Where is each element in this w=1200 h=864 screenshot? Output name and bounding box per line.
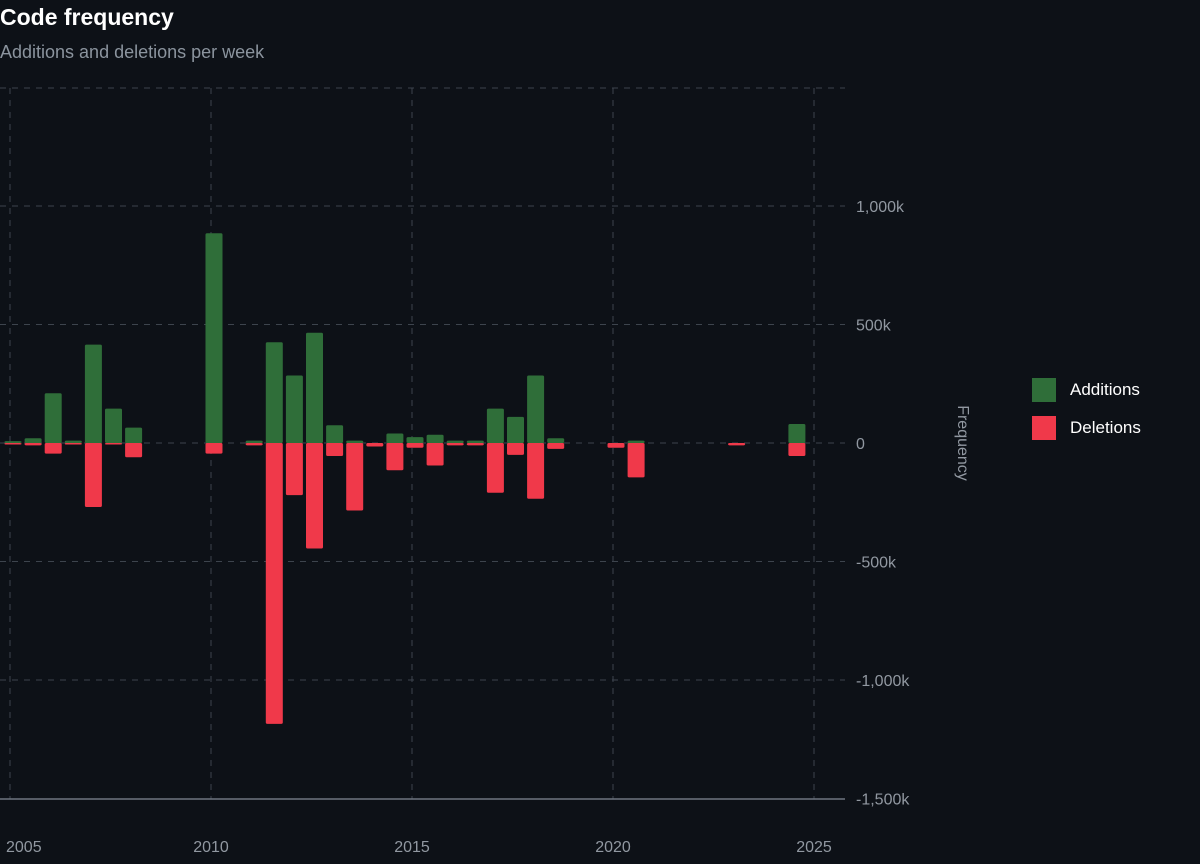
bar-additions (547, 438, 565, 443)
legend-item-deletions[interactable]: Deletions (1032, 416, 1141, 440)
legend-label-additions: Additions (1070, 380, 1140, 399)
bar-additions (406, 437, 424, 443)
bar-additions (627, 440, 645, 443)
bar-deletions (547, 443, 565, 449)
bar-deletions (24, 443, 42, 446)
bar-deletions (627, 443, 645, 478)
bar-additions (265, 342, 283, 443)
bar-additions (426, 434, 444, 443)
bar-deletions (44, 443, 62, 454)
x-tick-label: 2005 (6, 839, 42, 856)
bar-deletions (728, 443, 746, 446)
bar-deletions (4, 443, 22, 445)
bar-deletions (386, 443, 404, 471)
y-tick-label: -1,500k (856, 792, 910, 809)
bar-additions (4, 441, 22, 443)
bar-additions (507, 416, 524, 443)
bar-additions (245, 440, 263, 443)
bar-deletions (245, 443, 263, 446)
x-tick-label: 2010 (193, 839, 229, 856)
x-tick-label: 2020 (595, 839, 631, 856)
y-tick-label: 0 (856, 436, 865, 453)
bar-deletions (306, 443, 323, 549)
bar-additions (84, 344, 102, 443)
bar-deletions (105, 443, 122, 445)
bar-additions (486, 408, 504, 443)
bar-additions (24, 438, 42, 443)
bar-deletions (426, 443, 444, 466)
bar-deletions (507, 443, 524, 455)
bar-additions (125, 427, 143, 443)
y-tick-label: 1,000k (856, 199, 905, 216)
legend-swatch-deletions (1032, 416, 1056, 440)
bar-deletions (466, 443, 484, 446)
bar-additions (285, 375, 303, 443)
bar-deletions (607, 443, 625, 448)
x-tick-label: 2015 (394, 839, 430, 856)
bar-deletions (366, 443, 384, 447)
bar-deletions (527, 443, 545, 499)
bar-additions (306, 332, 323, 443)
bar-additions (466, 440, 484, 443)
x-tick-label: 2025 (796, 839, 832, 856)
bar-deletions (265, 443, 283, 724)
bar-deletions (406, 443, 424, 448)
bar-additions (446, 440, 464, 443)
y-tick-label: 500k (856, 318, 892, 335)
bar-deletions (125, 443, 143, 458)
y-axis-title: Frequency (954, 405, 971, 481)
bar-additions (386, 433, 404, 443)
bar-additions (527, 375, 545, 443)
legend-item-additions[interactable]: Additions (1032, 378, 1141, 402)
bar-additions (205, 233, 223, 443)
bar-additions (64, 440, 82, 443)
legend-swatch-additions (1032, 378, 1056, 402)
bar-deletions (788, 443, 806, 457)
bar-additions (346, 440, 364, 443)
bar-deletions (285, 443, 303, 496)
chart-title: Code frequency (0, 4, 174, 30)
bar-deletions (346, 443, 364, 511)
legend-label-deletions: Deletions (1070, 418, 1141, 437)
bar-deletions (446, 443, 464, 446)
bar-additions (788, 424, 806, 443)
bar-additions (105, 408, 122, 443)
bar-deletions (64, 443, 82, 445)
y-tick-label: -500k (856, 555, 897, 572)
bar-additions (326, 425, 344, 443)
bar-deletions (486, 443, 504, 493)
legend: Additions Deletions (1032, 378, 1141, 454)
bar-deletions (84, 443, 102, 507)
bar-deletions (326, 443, 344, 457)
bar-deletions (205, 443, 223, 454)
y-tick-label: -1,000k (856, 673, 910, 690)
chart-subtitle: Additions and deletions per week (0, 42, 265, 62)
bar-additions (44, 393, 62, 443)
